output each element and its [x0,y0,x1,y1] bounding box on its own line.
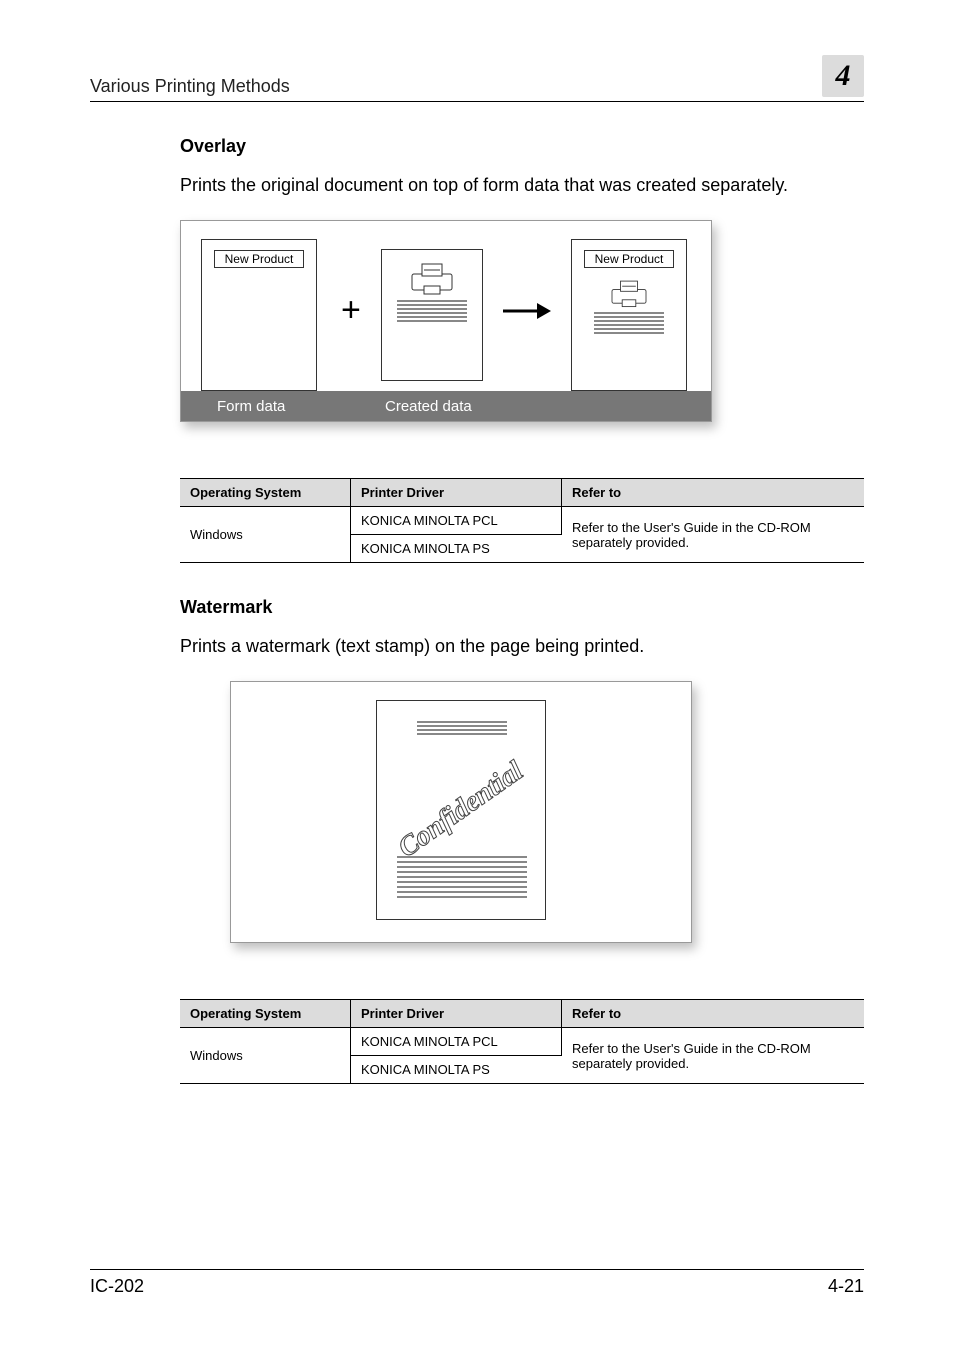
watermark-body-text: Prints a watermark (text stamp) on the p… [180,634,864,659]
overlay-table: Operating System Printer Driver Refer to… [180,478,864,563]
td-refer: Refer to the User's Guide in the CD-ROM … [562,1028,865,1084]
footer-right: 4-21 [828,1276,864,1297]
watermark-heading: Watermark [180,597,864,618]
overlay-heading: Overlay [180,136,864,157]
header-chapter-number: 4 [822,55,864,97]
arrow-right-icon [501,301,551,321]
footer-left: IC-202 [90,1276,144,1297]
overlay-body-text: Prints the original document on top of f… [180,173,864,198]
overlay-middle-page [381,249,483,381]
td-driver2: KONICA MINOLTA PS [351,535,562,563]
text-lines-top-icon [417,719,507,737]
th-driver: Printer Driver [351,1000,562,1028]
header-section-title: Various Printing Methods [90,76,290,97]
th-refer: Refer to [562,1000,865,1028]
header-chapter-box-wrap: 4 [822,55,864,97]
text-lines-bottom-icon [397,853,527,901]
td-os: Windows [180,1028,351,1084]
watermark-table: Operating System Printer Driver Refer to… [180,999,864,1084]
overlay-right-page-title: New Product [584,250,674,268]
td-refer: Refer to the User's Guide in the CD-ROM … [562,507,865,563]
printer-icon [406,258,458,298]
created-data-label: Created data [385,398,472,415]
form-data-label: Form data [217,398,285,415]
watermark-page: Confidential [376,700,546,920]
th-refer: Refer to [562,479,865,507]
watermark-figure: Confidential [230,681,692,943]
td-driver1: KONICA MINOLTA PCL [351,1028,562,1056]
overlay-left-page-title: New Product [214,250,304,268]
watermark-text: Confidential [393,756,530,865]
plus-icon: + [341,291,361,330]
overlay-right-page: New Product [571,239,687,391]
td-driver1: KONICA MINOLTA PCL [351,507,562,535]
th-os: Operating System [180,479,351,507]
text-lines-icon [594,312,664,334]
text-lines-icon [397,300,467,322]
td-driver2: KONICA MINOLTA PS [351,1056,562,1084]
td-os: Windows [180,507,351,563]
printer-icon [606,276,652,310]
th-driver: Printer Driver [351,479,562,507]
overlay-left-page: New Product [201,239,317,391]
th-os: Operating System [180,1000,351,1028]
overlay-figure: New Product + [180,220,712,422]
